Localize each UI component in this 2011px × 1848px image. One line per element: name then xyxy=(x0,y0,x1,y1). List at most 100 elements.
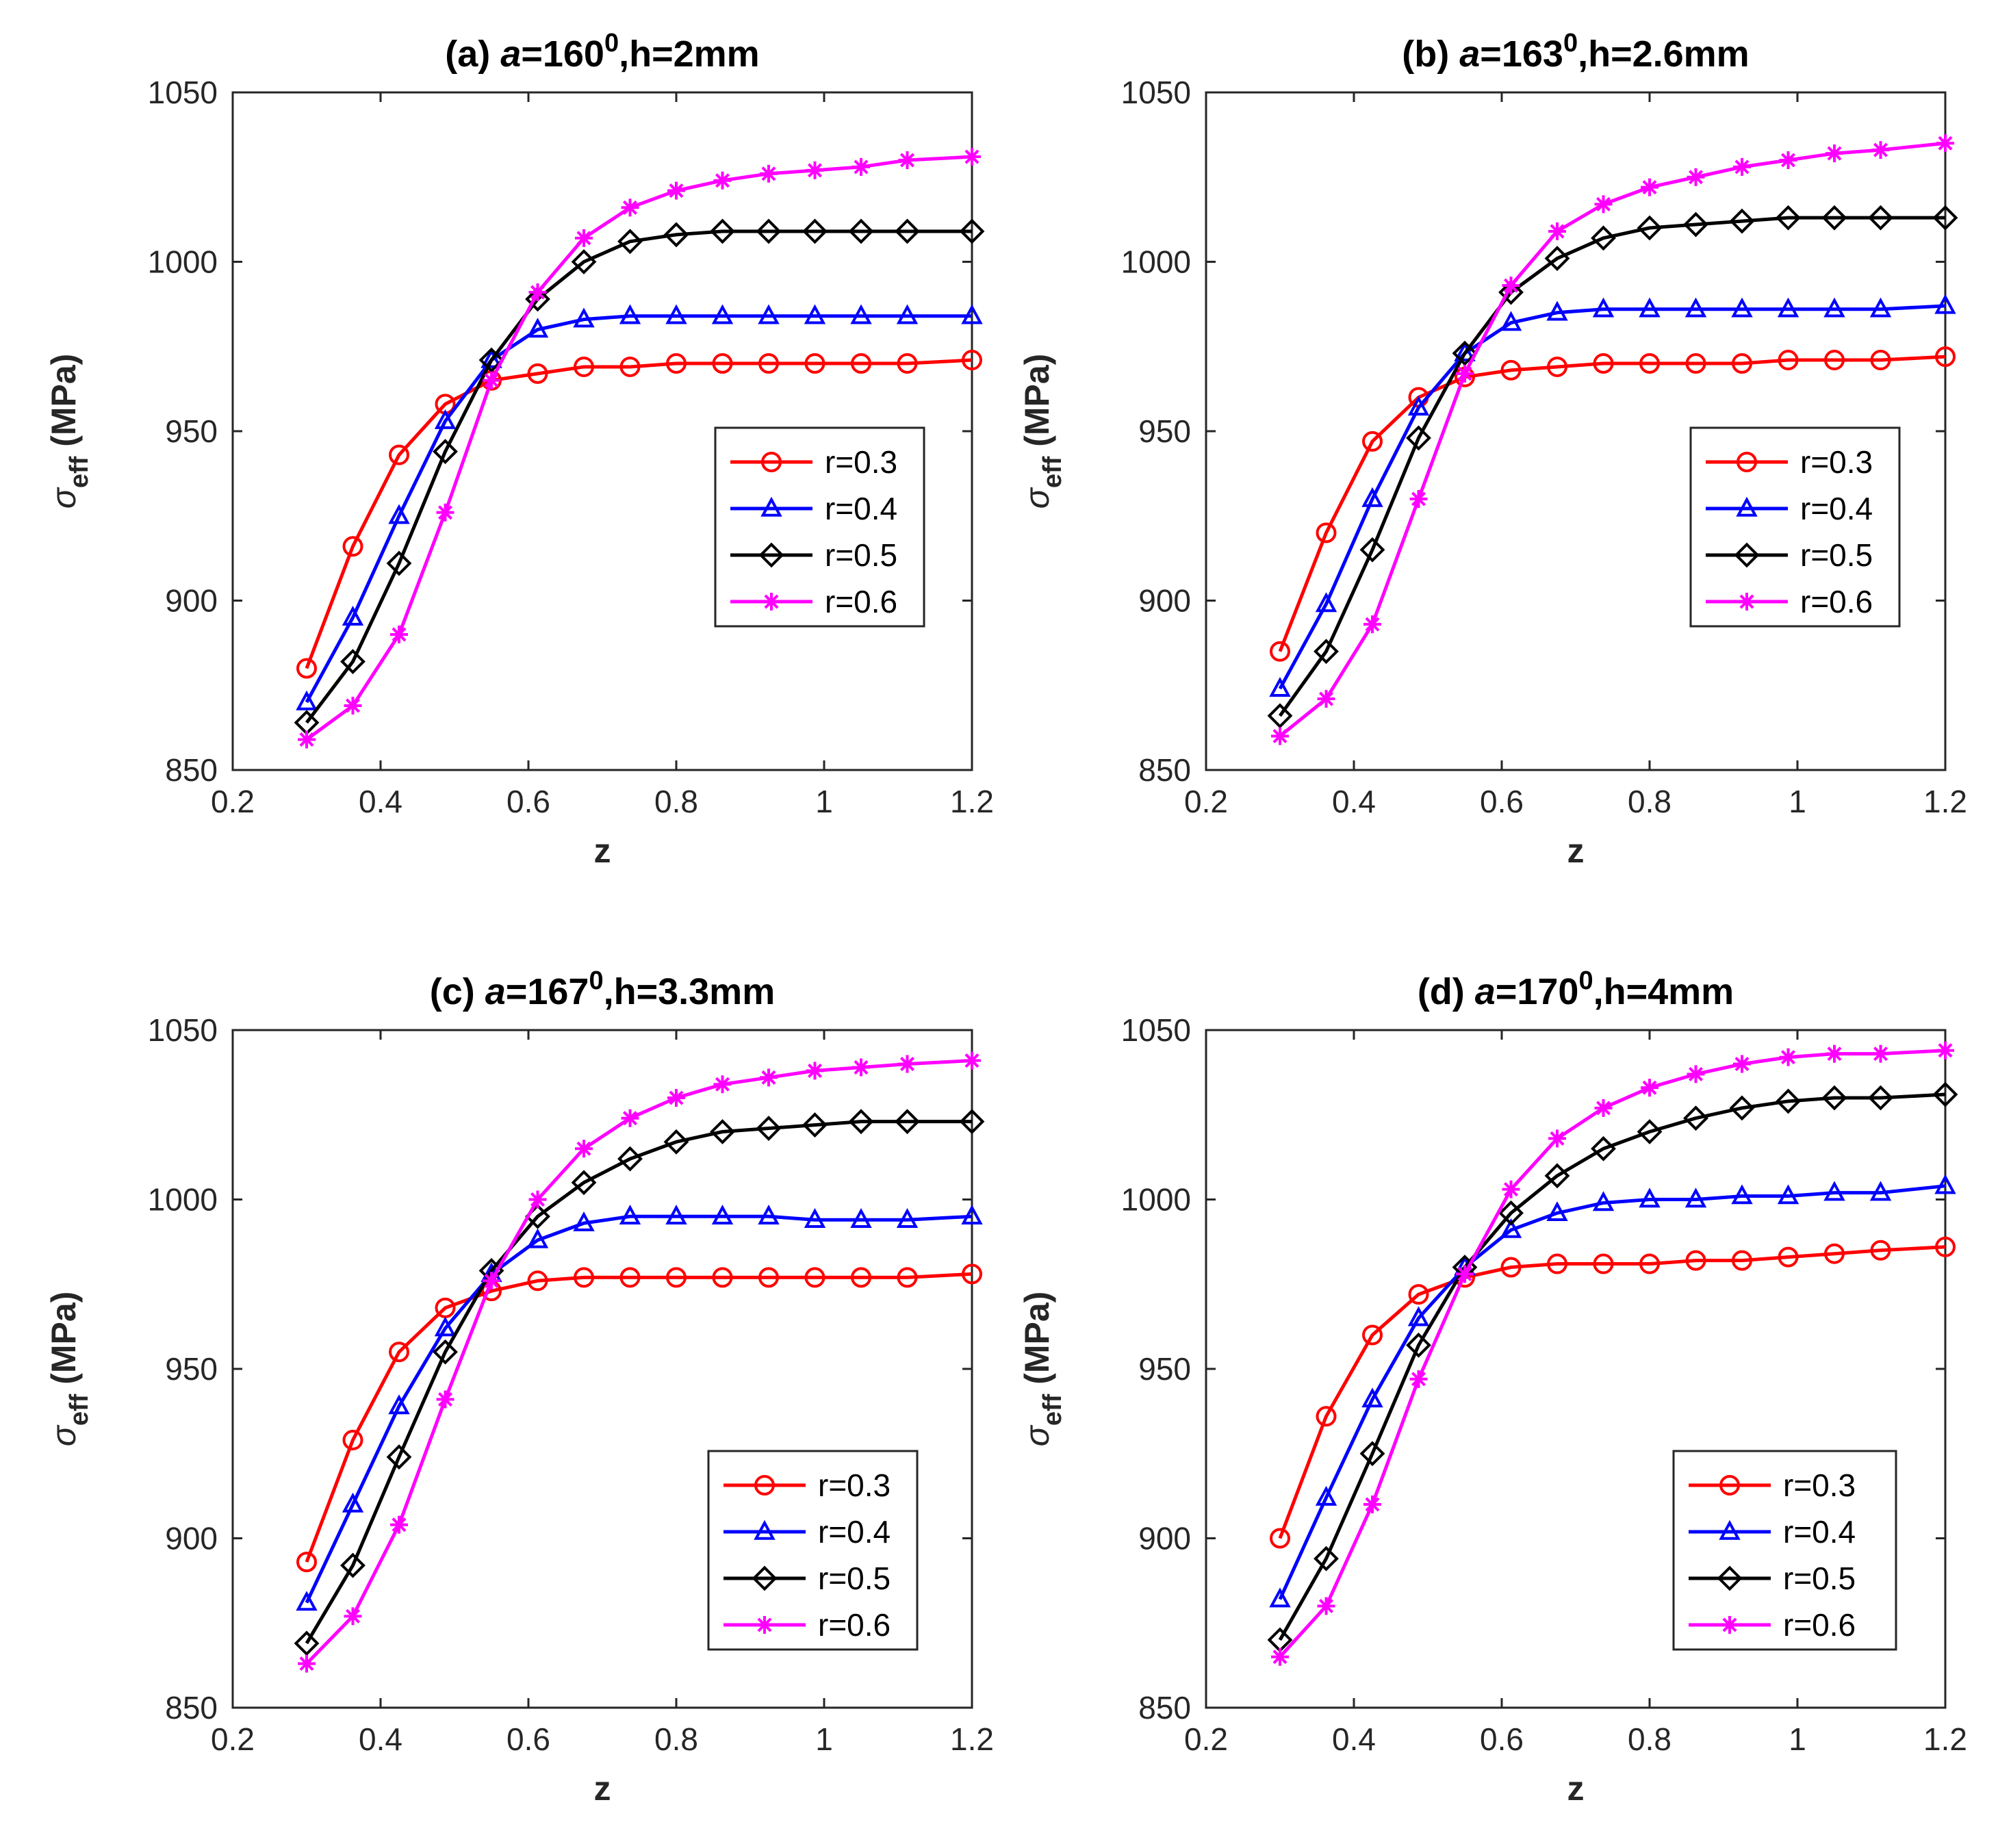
data-point-triangle xyxy=(1407,1306,1430,1326)
data-point-star-stroke xyxy=(1550,1131,1565,1146)
data-point-star xyxy=(1936,1041,1954,1060)
title-superscript: 0 xyxy=(589,966,603,995)
title-suffix: ,h=3.3mm xyxy=(604,971,776,1012)
title-prefix: (c) xyxy=(430,971,485,1012)
data-point-star xyxy=(667,1089,685,1107)
chart-title: (a) a=1600,h=2mm xyxy=(445,29,759,75)
data-point-star xyxy=(1641,1079,1658,1097)
data-point-circle xyxy=(296,658,317,679)
data-point-circle xyxy=(962,1263,982,1285)
data-point-star-stroke xyxy=(1642,180,1657,195)
data-point-star xyxy=(898,151,917,169)
data-point-circle xyxy=(1362,1324,1383,1346)
data-point-star xyxy=(390,626,408,643)
data-point-triangle xyxy=(296,690,318,710)
data-point-star-stroke xyxy=(1780,153,1796,168)
data-point-star-stroke xyxy=(854,1060,869,1075)
data-point-star xyxy=(1733,1055,1751,1073)
title-value: =163 xyxy=(1480,34,1563,75)
data-point-triangle xyxy=(434,1316,457,1337)
data-point-star-stroke xyxy=(964,149,979,164)
data-point-diamond xyxy=(1406,425,1431,451)
legend-marker-diamond xyxy=(1717,1565,1743,1591)
data-point-circle xyxy=(574,1267,594,1288)
legend-label: r=0.3 xyxy=(1800,444,1873,480)
data-point-star xyxy=(436,503,454,522)
data-point-circle xyxy=(1685,353,1706,374)
data-point-star xyxy=(1594,195,1613,214)
title-superscript: 0 xyxy=(604,29,619,57)
data-point-triangle xyxy=(1315,592,1337,613)
legend-marker-star-stroke xyxy=(1722,1617,1737,1632)
y-tick-label: 850 xyxy=(165,752,218,788)
data-point-triangle xyxy=(665,304,687,324)
data-point-circle xyxy=(389,1342,409,1363)
data-point-star xyxy=(483,1272,500,1290)
data-point-circle xyxy=(1824,350,1845,371)
legend-label: r=0.5 xyxy=(818,1561,891,1596)
data-point-triangle xyxy=(526,318,549,338)
data-point-star xyxy=(436,1390,454,1409)
data-point-triangle xyxy=(1269,677,1291,697)
data-point-star-stroke xyxy=(964,1053,979,1068)
legend-marker-triangle xyxy=(754,1519,776,1540)
data-point-star-stroke xyxy=(1550,224,1565,239)
data-point-circle xyxy=(1870,350,1891,371)
legend-marker-circle xyxy=(761,452,782,472)
data-point-diamond xyxy=(433,1339,458,1365)
legend-marker-star xyxy=(763,593,780,611)
x-tick-label: 0.8 xyxy=(654,1721,698,1757)
data-point-star xyxy=(1548,222,1566,240)
series-line xyxy=(305,314,972,704)
data-point-star xyxy=(1363,1496,1381,1513)
legend: r=0.3 r=0.4 r=0.5 r=0.6 xyxy=(707,1450,919,1651)
series-line xyxy=(1278,304,1946,690)
data-point-star xyxy=(1317,1597,1335,1615)
data-point-diamond xyxy=(386,1444,412,1470)
legend: r=0.3 r=0.4 r=0.5 r=0.6 xyxy=(1689,426,1901,628)
legend-label: r=0.5 xyxy=(1783,1561,1856,1596)
data-point-triangle xyxy=(296,1591,318,1611)
data-point-star xyxy=(1871,141,1890,159)
data-point-diamond xyxy=(386,550,412,576)
data-point-triangle xyxy=(388,1394,410,1415)
chart-panel-c: 0.2 0.4 0.6 0.8 1 1.2 850 900 950 1000 1050 (c) a=1… xyxy=(44,966,994,1808)
data-point-star-stroke xyxy=(1688,170,1704,185)
data-point-star xyxy=(1826,144,1843,163)
data-point-star xyxy=(344,1607,362,1626)
data-point-star-stroke xyxy=(1503,1182,1519,1197)
data-point-triangle xyxy=(711,304,734,324)
title-value: =167 xyxy=(506,971,589,1012)
data-point-star xyxy=(1271,727,1289,745)
y-label-subscript: eff xyxy=(65,456,94,488)
data-point-diamond xyxy=(1776,1088,1801,1114)
legend-marker-star xyxy=(1721,1616,1739,1634)
x-tick-label: 1 xyxy=(1789,784,1806,819)
data-point-diamond xyxy=(571,249,597,274)
data-point-diamond xyxy=(617,1146,643,1172)
y-label-unit: (MPa) xyxy=(1018,354,1056,457)
data-point-triangle xyxy=(1361,487,1383,507)
data-point-star xyxy=(1936,134,1954,153)
data-point-diamond xyxy=(294,1630,320,1656)
data-point-star-stroke xyxy=(484,1273,499,1288)
data-point-star-stroke xyxy=(1688,1066,1704,1081)
data-point-star-stroke xyxy=(622,1111,638,1126)
y-tick-label: 1050 xyxy=(148,75,218,110)
data-point-circle xyxy=(1593,353,1614,374)
chart-panel-a: 0.2 0.4 0.6 0.8 1 1.2 850 900 950 1000 1050 (a) a=1… xyxy=(44,29,994,870)
data-point-circle xyxy=(1935,346,1956,368)
data-point-circle xyxy=(1270,641,1290,662)
data-point-circle xyxy=(1639,1253,1660,1274)
series-r=0.4 xyxy=(1269,294,1956,697)
chart-title: (d) a=1700,h=4mm xyxy=(1418,966,1734,1012)
data-point-star xyxy=(713,1075,732,1094)
y-label-symbol: σ xyxy=(1018,1424,1056,1446)
legend-marker-diamond xyxy=(752,1565,778,1591)
data-point-circle xyxy=(1935,1236,1956,1257)
data-point-circle xyxy=(1732,1250,1752,1271)
title-suffix: ,h=2mm xyxy=(619,34,760,75)
data-point-star-stroke xyxy=(1503,278,1519,293)
data-point-circle xyxy=(527,1270,548,1292)
data-point-circle xyxy=(1316,522,1337,543)
